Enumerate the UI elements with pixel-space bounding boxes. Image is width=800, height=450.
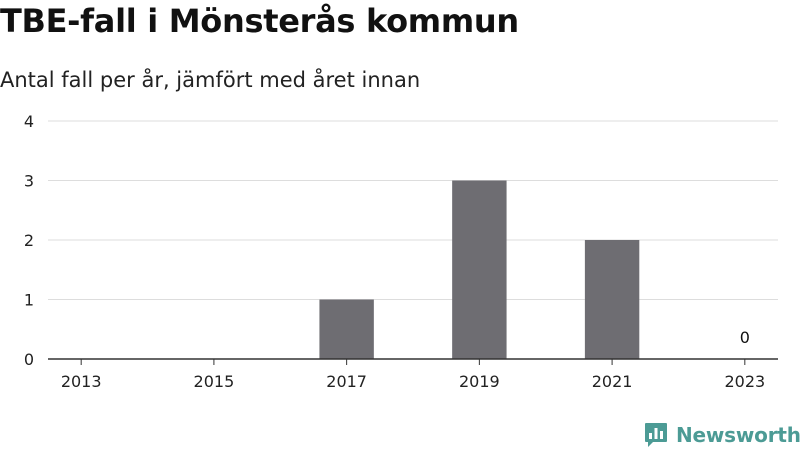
x-tick-label: 2013	[61, 372, 102, 391]
bar-chart: 0 1 2 3 4 0 2013 2015 2017 2019 2021 2023	[24, 112, 778, 391]
bar-2021	[584, 240, 640, 359]
chart-title: TBE-fall i Mönsterås kommun	[0, 2, 519, 40]
y-tick-label: 1	[24, 291, 34, 310]
y-tick-label: 2	[24, 231, 34, 250]
x-tick-label: 2015	[194, 372, 235, 391]
bars	[319, 180, 640, 359]
x-tick-label: 2023	[724, 372, 765, 391]
y-tick-label: 0	[24, 350, 34, 369]
bar-chart-speech-bubble-icon	[645, 423, 667, 447]
y-tick-label: 3	[24, 172, 34, 191]
x-tick-label: 2019	[459, 372, 500, 391]
newsworthy-logo: Newsworthy	[644, 420, 800, 450]
bar-2019	[452, 180, 507, 359]
bar-2017	[319, 299, 374, 359]
grid-lines	[48, 120, 778, 300]
x-tick-label: 2021	[592, 372, 633, 391]
y-axis-ticks: 0 1 2 3 4	[24, 112, 34, 369]
y-tick-label: 4	[24, 112, 34, 131]
chart-subtitle: Antal fall per år, jämfört med året inna…	[0, 68, 421, 92]
data-labels: 0	[740, 328, 750, 347]
x-tick-label: 2017	[326, 372, 367, 391]
x-axis: 2013 2015 2017 2019 2021 2023	[48, 358, 778, 391]
brand-name: Newsworthy	[676, 423, 800, 447]
data-label-2023: 0	[740, 328, 750, 347]
